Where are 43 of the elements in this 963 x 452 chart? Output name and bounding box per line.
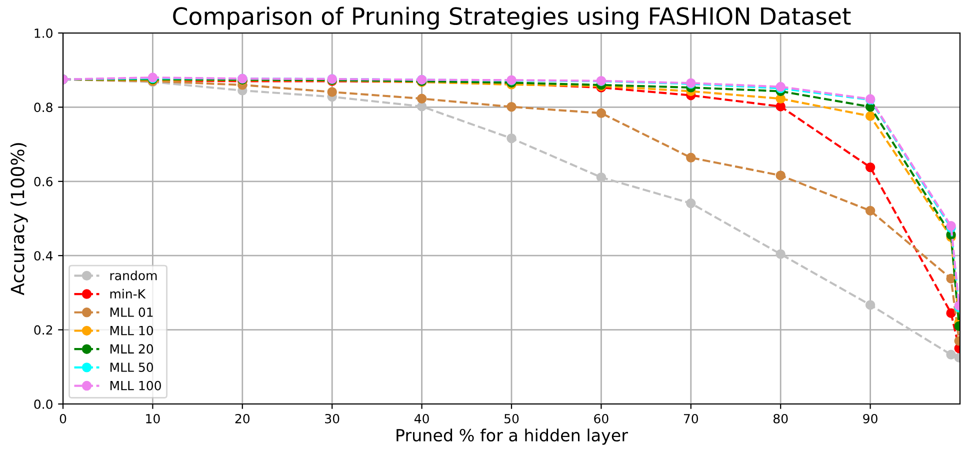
point [946,350,956,360]
legend-label: MLL 20 [110,344,154,354]
point [506,134,516,144]
x-tick-label: 40 [414,414,429,424]
point [686,198,696,208]
x-tick-label: 10 [146,414,160,424]
point [865,206,876,216]
point [596,108,606,118]
legend-label: min-K [110,288,146,298]
y-tick-label: 0.2 [34,325,52,335]
x-tick-label: 0 [60,414,66,424]
legend-label: MLL 01 [110,307,153,317]
x-tick-label: 30 [325,414,340,424]
y-tick-label: 0.6 [34,176,52,186]
point [865,162,876,172]
y-tick-label: 0.4 [34,251,53,261]
x-tick-label: 90 [863,414,878,424]
point [865,300,876,310]
y-axis-title: Accuracy (100%) [10,143,28,296]
x-tick-label: 70 [684,414,698,424]
point [865,111,876,121]
y-tick-label: 0.8 [34,102,52,112]
x-tick-label: 20 [235,414,250,424]
legend-label: random [110,270,157,280]
point [776,249,786,259]
point [686,152,696,163]
point [327,87,337,97]
legend-label: MLL 50 [110,362,154,372]
point [946,308,956,318]
y-tick-label: 1.0 [34,28,52,38]
point [416,102,427,112]
x-tick-label: 80 [773,414,788,424]
x-tick-label: 50 [504,414,519,424]
point [776,170,786,180]
x-tick-label: 60 [594,414,608,424]
x-axis-title: Pruned % for a hidden layer [396,428,628,445]
point [416,94,427,104]
chart-title: Comparison of Pruning Strategies using FASHION Dataset [173,6,851,30]
y-tick-label: 0.0 [34,399,52,409]
point [506,102,516,112]
legend-label: MLL 100 [110,380,161,390]
point [596,172,606,182]
legend-label: MLL 10 [110,326,154,336]
